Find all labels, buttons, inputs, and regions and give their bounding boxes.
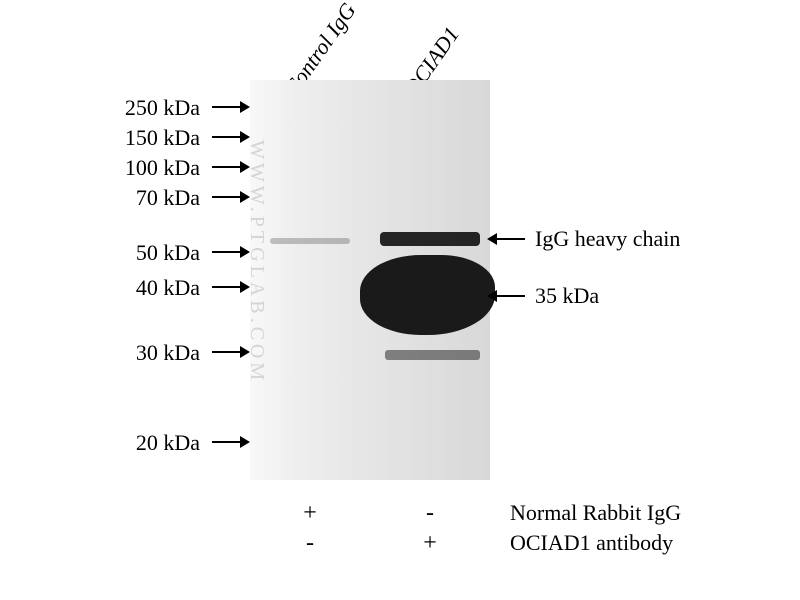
ladder-arrow (212, 166, 242, 168)
ladder-label: 150 kDa (125, 125, 200, 151)
ladder-arrow (212, 136, 242, 138)
band-ociad1-main (360, 255, 495, 335)
ladder-label: 100 kDa (125, 155, 200, 181)
ladder-arrow (212, 441, 242, 443)
ladder-row: 40 kDa (0, 275, 250, 299)
annotation-text: 35 kDa (535, 283, 599, 309)
ladder-label: 250 kDa (125, 95, 200, 121)
ladder-label: 30 kDa (136, 340, 200, 366)
band-igg-heavy (380, 232, 480, 246)
matrix-label-normal-igg: Normal Rabbit IgG (510, 500, 681, 526)
ladder-row: 70 kDa (0, 185, 250, 209)
annotation-arrow (495, 238, 525, 240)
figure-container: Control IgG OCIAD1 WWW.PTGLAB.COM 250 kD… (0, 0, 800, 600)
annotation-arrow (495, 295, 525, 297)
matrix-symbol: + (370, 530, 490, 557)
ladder-label: 70 kDa (136, 185, 200, 211)
ladder-row: 30 kDa (0, 340, 250, 364)
ladder-label: 50 kDa (136, 240, 200, 266)
ladder-row: 50 kDa (0, 240, 250, 264)
ladder-arrow (212, 196, 242, 198)
ladder-row: 150 kDa (0, 125, 250, 149)
blot-membrane: WWW.PTGLAB.COM (250, 80, 490, 480)
ladder-arrow (212, 351, 242, 353)
ladder-arrow (212, 251, 242, 253)
matrix-symbol: - (370, 500, 490, 527)
annotation-text: IgG heavy chain (535, 226, 680, 252)
band-control-faint (270, 238, 350, 244)
ladder-row: 100 kDa (0, 155, 250, 179)
ladder-arrow (212, 106, 242, 108)
ladder-label: 40 kDa (136, 275, 200, 301)
matrix-label-ociad1-ab: OCIAD1 antibody (510, 530, 673, 556)
ladder-row: 250 kDa (0, 95, 250, 119)
band-lower-faint (385, 350, 480, 360)
matrix-symbol: - (250, 530, 370, 557)
ladder-arrow (212, 286, 242, 288)
ladder-row: 20 kDa (0, 430, 250, 454)
ladder-label: 20 kDa (136, 430, 200, 456)
matrix-symbol: + (250, 500, 370, 527)
